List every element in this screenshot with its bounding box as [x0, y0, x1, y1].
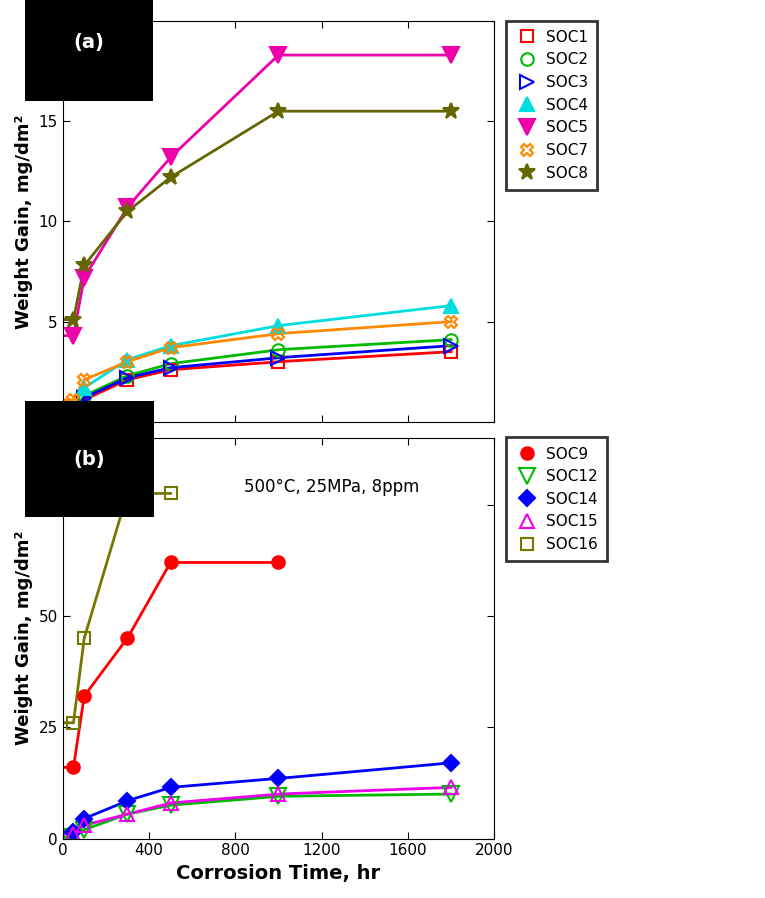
SOC9 [123, 633, 132, 644]
SOC5 [69, 330, 78, 341]
SOC4 [69, 402, 78, 413]
SOC2 [166, 358, 175, 369]
SOC12 [80, 824, 89, 835]
SOC1 [447, 347, 456, 357]
Line: SOC8: SOC8 [65, 103, 460, 328]
Legend: SOC9, SOC12, SOC14, SOC15, SOC16: SOC9, SOC12, SOC14, SOC15, SOC16 [506, 437, 607, 561]
SOC15 [123, 809, 132, 820]
SOC4 [123, 355, 132, 365]
SOC3 [123, 373, 132, 383]
SOC14 [447, 758, 456, 769]
Text: 500°C, 25MPa, 8ppm: 500°C, 25MPa, 8ppm [244, 478, 419, 496]
SOC1 [80, 394, 89, 405]
SOC16 [80, 633, 89, 644]
SOC12 [274, 791, 283, 802]
SOC8 [123, 206, 132, 216]
Line: SOC15: SOC15 [67, 780, 458, 841]
SOC7 [123, 357, 132, 367]
SOC9 [166, 557, 175, 568]
SOC16 [166, 488, 175, 498]
SOC3 [166, 362, 175, 373]
SOC15 [166, 797, 175, 808]
SOC14 [123, 796, 132, 806]
SOC5 [80, 272, 89, 283]
Line: SOC5: SOC5 [66, 48, 459, 343]
SOC8 [447, 106, 456, 117]
Line: SOC1: SOC1 [68, 346, 457, 419]
SOC5 [447, 49, 456, 60]
SOC15 [447, 782, 456, 793]
SOC2 [447, 334, 456, 345]
SOC4 [80, 383, 89, 393]
SOC3 [69, 409, 78, 419]
Line: SOC2: SOC2 [67, 333, 457, 418]
SOC2 [69, 407, 78, 418]
Line: SOC7: SOC7 [67, 315, 457, 406]
Text: (b): (b) [73, 450, 105, 469]
SOC9 [274, 557, 283, 568]
SOC15 [80, 820, 89, 831]
SOC1 [123, 374, 132, 385]
SOC8 [69, 314, 78, 325]
SOC12 [69, 832, 78, 842]
Line: SOC3: SOC3 [67, 339, 458, 421]
SOC4 [274, 321, 283, 331]
SOC12 [123, 809, 132, 820]
SOC3 [447, 340, 456, 351]
Y-axis label: Weight Gain, mg/dm²: Weight Gain, mg/dm² [15, 531, 33, 745]
SOC9 [80, 691, 89, 701]
SOC7 [69, 394, 78, 405]
SOC1 [166, 365, 175, 375]
Line: SOC14: SOC14 [68, 757, 457, 838]
Line: SOC12: SOC12 [66, 787, 459, 845]
SOC15 [69, 829, 78, 840]
SOC1 [69, 409, 78, 419]
SOC12 [447, 788, 456, 799]
SOC2 [80, 391, 89, 401]
SOC7 [274, 329, 283, 339]
SOC12 [166, 800, 175, 811]
Line: SOC9: SOC9 [67, 556, 285, 773]
SOC8 [166, 172, 175, 182]
SOC9 [69, 762, 78, 772]
Y-axis label: Weight Gain, mg/dm²: Weight Gain, mg/dm² [15, 114, 33, 329]
Line: SOC16: SOC16 [68, 488, 176, 728]
SOC14 [166, 782, 175, 793]
SOC7 [166, 342, 175, 353]
SOC5 [123, 202, 132, 213]
X-axis label: Corrosion Time, hr: Corrosion Time, hr [177, 864, 380, 883]
SOC14 [69, 826, 78, 837]
SOC5 [166, 152, 175, 163]
SOC4 [447, 300, 456, 311]
SOC4 [166, 340, 175, 351]
SOC1 [274, 357, 283, 367]
SOC8 [80, 260, 89, 271]
SOC14 [80, 814, 89, 824]
SOC8 [274, 106, 283, 117]
SOC14 [274, 773, 283, 784]
SOC3 [80, 392, 89, 403]
Text: (a): (a) [73, 33, 104, 52]
SOC16 [123, 488, 132, 498]
SOC15 [274, 788, 283, 799]
SOC7 [447, 316, 456, 327]
SOC5 [274, 49, 283, 60]
SOC2 [274, 344, 283, 355]
SOC7 [80, 374, 89, 385]
SOC3 [274, 352, 283, 363]
SOC2 [123, 370, 132, 381]
Legend: SOC1, SOC2, SOC3, SOC4, SOC5, SOC7, SOC8: SOC1, SOC2, SOC3, SOC4, SOC5, SOC7, SOC8 [506, 21, 597, 189]
Line: SOC4: SOC4 [67, 299, 458, 415]
SOC16 [69, 718, 78, 728]
